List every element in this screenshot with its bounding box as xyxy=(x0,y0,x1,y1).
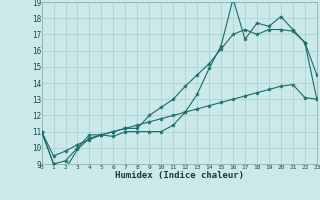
X-axis label: Humidex (Indice chaleur): Humidex (Indice chaleur) xyxy=(115,171,244,180)
